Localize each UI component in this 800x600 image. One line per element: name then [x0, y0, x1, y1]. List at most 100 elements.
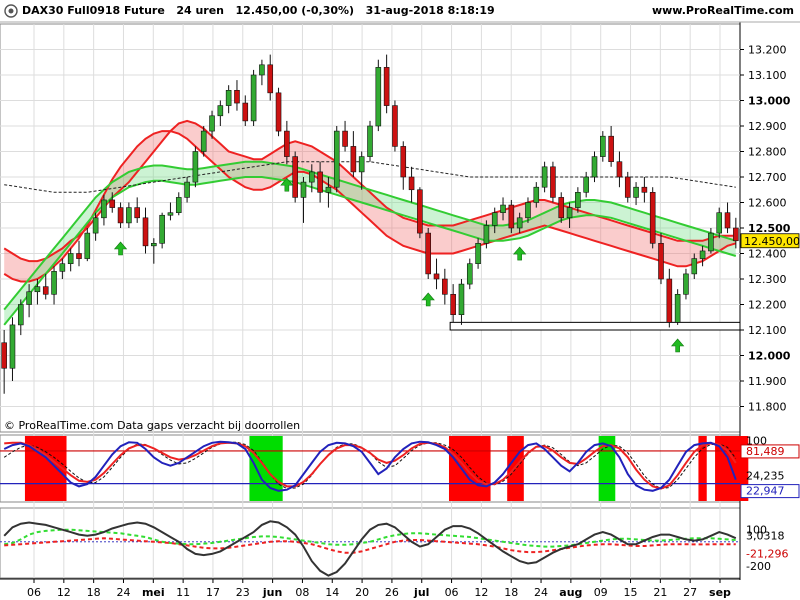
x-tick-label: 24	[534, 586, 548, 599]
candle-body	[425, 232, 431, 275]
candle	[600, 131, 606, 162]
candle-body	[84, 232, 91, 259]
candle	[292, 151, 298, 203]
candle-body	[699, 250, 706, 259]
candle	[200, 126, 207, 157]
candle-body	[683, 273, 689, 295]
candle	[408, 166, 415, 203]
osc-label-minus200: -200	[746, 560, 771, 573]
candle	[583, 171, 589, 198]
candle	[367, 120, 373, 162]
candle-body	[275, 92, 282, 132]
candle-body	[192, 151, 199, 183]
candle-body	[367, 125, 373, 157]
candle	[267, 54, 274, 101]
x-tick-label: 06	[445, 586, 459, 599]
datetime-label: 31-aug-2018 8:18:19	[365, 4, 495, 17]
candle	[483, 220, 490, 249]
candle-body	[541, 166, 548, 188]
candle	[109, 192, 116, 213]
candle	[167, 202, 174, 221]
candle-body	[259, 64, 265, 76]
candle-body	[600, 135, 606, 157]
candle	[641, 177, 648, 203]
candle-body	[333, 130, 340, 188]
candle	[358, 151, 365, 190]
y-tick-label: 13.100	[748, 69, 787, 82]
candle-body	[42, 286, 49, 295]
candle-body	[417, 189, 423, 234]
candle	[126, 202, 132, 228]
instrument-title: DAX30 Full0918 Future 24 uren 12.450,00 …	[22, 4, 495, 17]
candle	[475, 238, 481, 269]
candle	[566, 202, 573, 228]
candle	[525, 197, 531, 223]
candle	[76, 240, 82, 267]
candle	[250, 69, 257, 126]
osc-signal-label: -21,296	[746, 547, 788, 560]
candle-body	[250, 74, 257, 122]
candle	[284, 120, 290, 165]
candle-body	[309, 171, 315, 183]
candle	[17, 299, 24, 336]
stoch-upper-tag	[740, 444, 800, 459]
red-band-fill	[4, 120, 736, 282]
candle	[708, 228, 714, 254]
x-tick-label: 18	[87, 586, 101, 599]
candle	[508, 199, 515, 234]
candle	[1, 330, 7, 394]
candle	[558, 192, 565, 223]
candle	[217, 100, 224, 126]
candle-body	[649, 192, 656, 244]
overbought-zone	[507, 436, 524, 501]
candle-body	[716, 212, 723, 234]
candle-body	[433, 273, 440, 280]
candle-body	[234, 90, 240, 104]
candle-body	[466, 263, 473, 285]
candle-body	[292, 156, 298, 198]
candle-body	[167, 212, 174, 216]
candle	[325, 177, 332, 208]
candle-body	[267, 64, 274, 94]
y-tick-label: 11.900	[748, 375, 787, 388]
candle-body	[1, 342, 7, 369]
support-zone-box	[449, 321, 741, 331]
candle	[550, 161, 556, 203]
osc-red-line	[4, 537, 736, 554]
x-tick-label: 27	[683, 586, 697, 599]
candle-body	[92, 217, 99, 234]
candle-body	[666, 278, 673, 323]
candle	[608, 126, 614, 167]
candle-body	[134, 207, 140, 219]
candle	[733, 217, 739, 249]
candle-body	[34, 286, 41, 293]
candle-body	[724, 212, 731, 229]
candle-body	[109, 199, 116, 208]
stoch-k-line	[3, 440, 737, 492]
candle-body	[575, 192, 581, 208]
osc-green-line	[4, 528, 736, 548]
x-tick-label: 11	[176, 586, 190, 599]
candle	[117, 202, 124, 228]
candle	[192, 146, 199, 188]
candle	[442, 268, 448, 305]
candle-body	[242, 102, 249, 122]
candle-body	[76, 253, 82, 259]
candle-body	[408, 176, 415, 191]
candle-body	[300, 181, 307, 198]
candle	[242, 95, 249, 126]
candle	[392, 100, 398, 152]
osc-main-line	[3, 520, 737, 577]
candle	[151, 238, 157, 264]
green-band-upper	[3, 160, 737, 311]
candle	[724, 202, 731, 234]
candle	[541, 161, 548, 193]
candle-body	[708, 232, 714, 252]
last-price-tag	[740, 233, 800, 249]
x-tick-label: 21	[653, 586, 667, 599]
candle	[34, 279, 41, 305]
x-tick-label: sep	[709, 586, 731, 599]
candle	[26, 284, 32, 318]
candle	[84, 228, 91, 262]
